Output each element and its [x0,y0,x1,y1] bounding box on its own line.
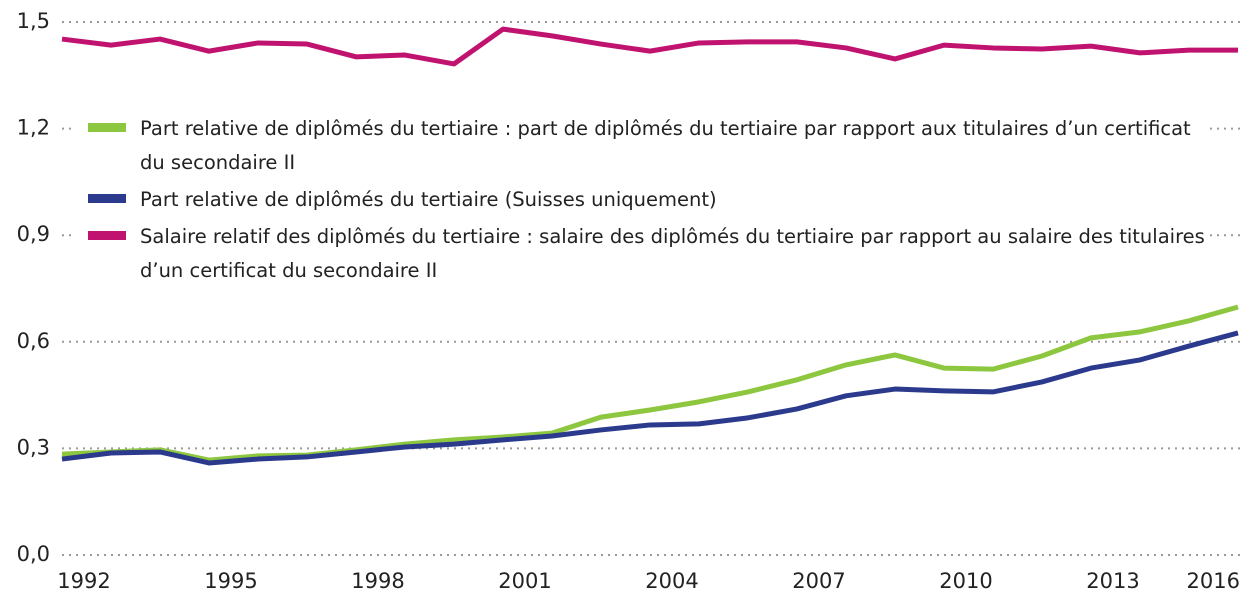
y-tick-label: 0,0 [17,542,50,566]
series-line [61,330,1239,466]
x-tick-label: 2004 [645,569,698,593]
x-tick-label: 2016 [1187,569,1240,593]
legend-item: Salaire relatif des diplômés du tertiair… [75,220,1210,288]
y-tick-label: 1,2 [17,116,50,140]
y-tick-label: 1,5 [17,9,50,33]
x-tick-label: 2007 [792,569,845,593]
x-tick-label: 2001 [498,569,551,593]
x-tick-label: 2010 [939,569,992,593]
y-tick-label: 0,3 [17,435,50,459]
legend-swatch [88,231,126,240]
legend-label: Salaire relatif des diplômés du tertiair… [140,225,1205,282]
legend-swatch [88,194,126,203]
x-tick-label: 1992 [57,569,110,593]
legend-item: Part relative de diplômés du tertiaire :… [75,112,1210,180]
legend-swatch [88,123,126,132]
legend: Part relative de diplômés du tertiaire :… [75,110,1210,297]
x-tick-label: 1998 [351,569,404,593]
legend-label: Part relative de diplômés du tertiaire (… [140,188,717,211]
x-tick-label: 2013 [1086,569,1139,593]
y-tick-label: 0,6 [17,329,50,353]
legend-item: Part relative de diplômés du tertiaire (… [75,183,1210,217]
series-line [61,26,1238,67]
y-tick-label: 0,9 [17,222,50,246]
legend-label: Part relative de diplômés du tertiaire :… [140,117,1191,174]
x-tick-label: 1995 [204,569,257,593]
series-line [61,304,1239,463]
